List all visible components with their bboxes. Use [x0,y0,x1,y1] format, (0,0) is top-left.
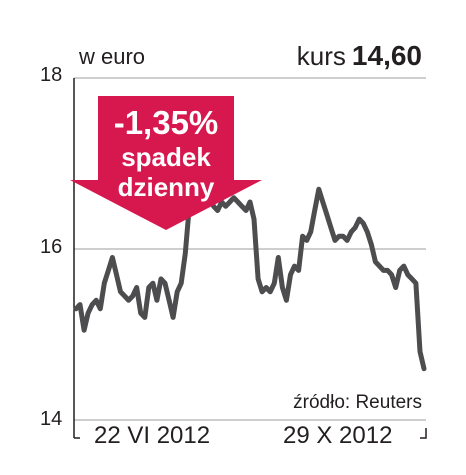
x-tick-label: 29 X 2012 [283,422,393,449]
x-axis [73,78,427,439]
source-note: źródło: Reuters [293,392,422,413]
price-line [73,173,427,372]
badge-change: -1,35% [113,104,219,141]
y-tick-label: 16 [40,236,63,258]
y-tick-label: 18 [40,64,63,86]
badge-line1: spadek [121,142,211,172]
y-tick-label: 14 [40,408,63,430]
down-arrow-badge [70,96,262,230]
gridlines [74,77,426,421]
price-readout: kurs 14,60 [297,40,422,72]
x-tick-label: 22 VI 2012 [94,422,211,449]
price-value: 14,60 [351,40,422,71]
unit-label: w euro [79,44,146,69]
price-label: kurs [296,41,346,71]
badge-line2: dzienny [117,172,215,202]
